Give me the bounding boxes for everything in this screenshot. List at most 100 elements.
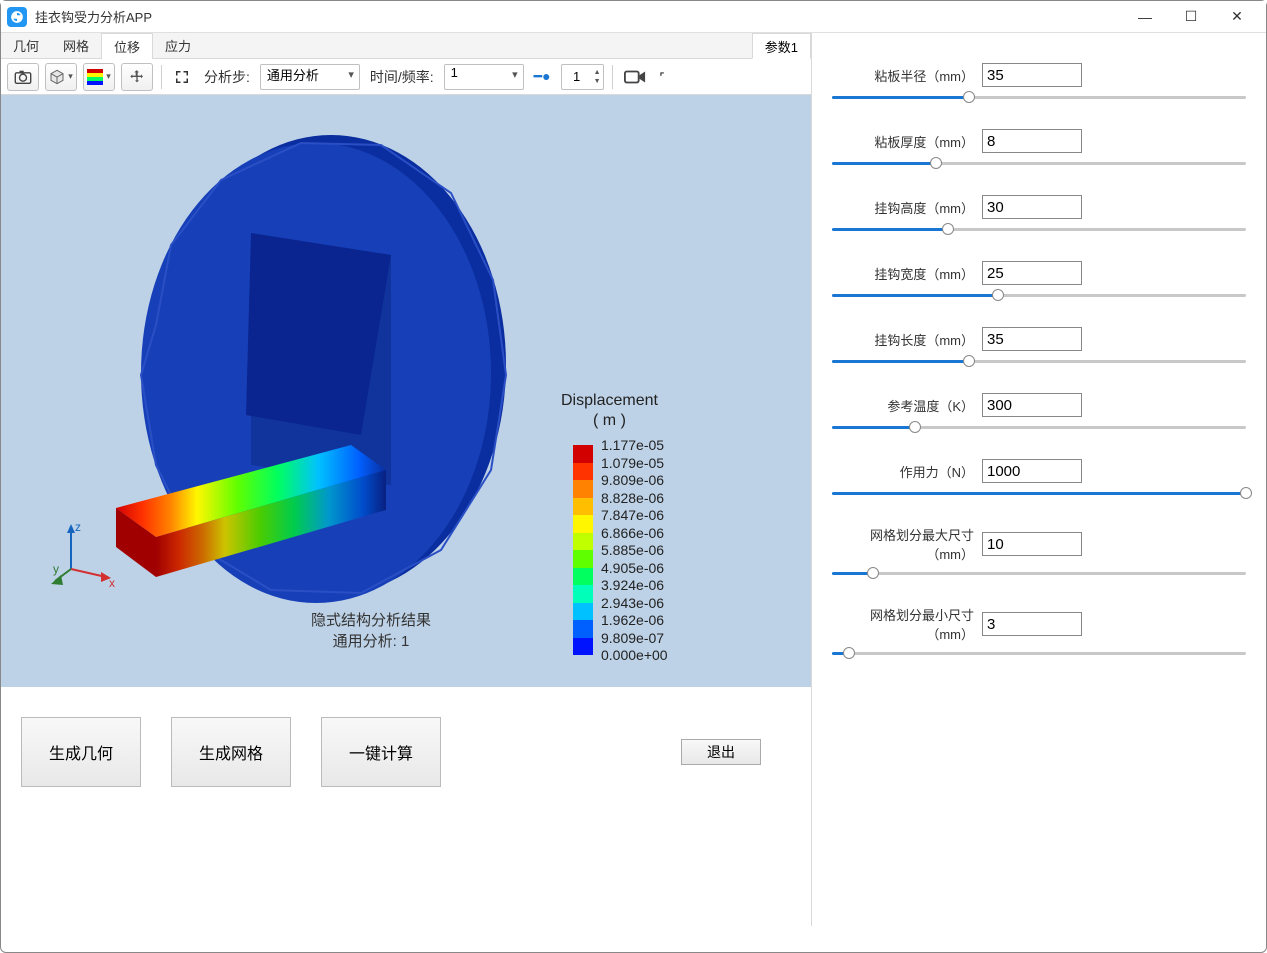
separator	[161, 65, 162, 89]
param-input[interactable]	[982, 261, 1082, 285]
param-input[interactable]	[982, 63, 1082, 87]
close-button[interactable]: ✕	[1214, 1, 1260, 33]
tab-geometry[interactable]: 几何	[1, 33, 51, 58]
slider-thumb[interactable]	[963, 91, 975, 103]
legend-labels: 1.177e-051.079e-059.809e-068.828e-067.84…	[601, 437, 668, 663]
slider-track	[832, 652, 1246, 655]
video-camera-icon[interactable]	[621, 63, 649, 91]
tabs-row: 几何 网格 位移 应力 参数1	[1, 33, 811, 59]
calc-button[interactable]: 一键计算	[321, 717, 441, 787]
param-input[interactable]	[982, 612, 1082, 636]
slider-fill	[832, 426, 915, 429]
tab-params1[interactable]: 参数1	[752, 33, 811, 59]
maximize-button[interactable]: ☐	[1168, 1, 1214, 33]
param-slider[interactable]	[832, 647, 1246, 661]
legend-title: Displacement ( m )	[561, 391, 658, 431]
param-slider[interactable]	[832, 567, 1246, 581]
left-panel: 几何 网格 位移 应力 参数1	[1, 33, 811, 926]
param-slider[interactable]	[832, 487, 1246, 501]
param-input[interactable]	[982, 327, 1082, 351]
legend-value: 0.000e+00	[601, 647, 668, 665]
caption-line2: 通用分析: 1	[311, 630, 431, 651]
param-row: 作用力（N）	[832, 459, 1246, 483]
colormap-icon[interactable]	[83, 63, 115, 91]
param-input[interactable]	[982, 459, 1082, 483]
legend-value: 5.885e-06	[601, 542, 668, 560]
param-label: 网格划分最小尺寸（mm）	[832, 605, 982, 643]
param-row: 网格划分最小尺寸（mm）	[832, 605, 1246, 643]
param-row: 网格划分最大尺寸（mm）	[832, 525, 1246, 563]
param-slider[interactable]	[832, 223, 1246, 237]
slider-fill	[832, 294, 998, 297]
axis-triad: z x y	[51, 519, 121, 594]
slider-thumb[interactable]	[930, 157, 942, 169]
gen-geometry-button[interactable]: 生成几何	[21, 717, 141, 787]
param-slider[interactable]	[832, 289, 1246, 303]
analysis-step-label: 分析步:	[200, 67, 254, 87]
param-slider[interactable]	[832, 421, 1246, 435]
legend-color-swatch	[573, 515, 593, 533]
legend-value: 2.943e-06	[601, 595, 668, 613]
gen-mesh-button[interactable]: 生成网格	[171, 717, 291, 787]
app-icon	[7, 7, 27, 27]
legend-color-swatch	[573, 638, 593, 656]
slider-fill	[832, 228, 948, 231]
slider-thumb[interactable]	[1240, 487, 1252, 499]
legend-color-swatch	[573, 480, 593, 498]
legend-color-swatch	[573, 603, 593, 621]
move-icon[interactable]	[121, 63, 153, 91]
color-legend: 1.177e-051.079e-059.809e-068.828e-067.84…	[573, 445, 668, 663]
window-title: 挂衣钩受力分析APP	[35, 7, 152, 26]
param-label: 挂钩宽度（mm）	[832, 264, 982, 283]
tab-mesh[interactable]: 网格	[51, 33, 101, 58]
legend-value: 8.828e-06	[601, 490, 668, 508]
slider-thumb[interactable]	[942, 223, 954, 235]
cube-view-icon[interactable]	[45, 63, 77, 91]
param-row: 挂钩高度（mm）	[832, 195, 1246, 219]
slider-thumb[interactable]	[909, 421, 921, 433]
analysis-step-select[interactable]: 通用分析	[260, 64, 360, 90]
exit-button[interactable]: 退出	[681, 739, 761, 765]
model-3d	[61, 115, 561, 615]
slider-fill	[832, 96, 969, 99]
svg-text:x: x	[109, 576, 115, 589]
param-input[interactable]	[982, 129, 1082, 153]
frame-spinner[interactable]: ▲▼	[561, 64, 604, 90]
param-row: 挂钩长度（mm）	[832, 327, 1246, 351]
tab-displacement[interactable]: 位移	[101, 33, 153, 59]
param-row: 粘板厚度（mm）	[832, 129, 1246, 153]
param-input[interactable]	[982, 393, 1082, 417]
param-row: 粘板半径（mm）	[832, 63, 1246, 87]
camera-icon[interactable]	[7, 63, 39, 91]
legend-color-swatch	[573, 550, 593, 568]
legend-value: 6.866e-06	[601, 525, 668, 543]
param-label: 参考温度（K）	[832, 396, 982, 415]
slider-thumb[interactable]	[963, 355, 975, 367]
bottom-button-bar: 生成几何 生成网格 一键计算 退出	[1, 687, 811, 817]
legend-title-line1: Displacement	[561, 391, 658, 411]
caption-line1: 隐式结构分析结果	[311, 609, 431, 630]
param-input[interactable]	[982, 195, 1082, 219]
param-input[interactable]	[982, 532, 1082, 556]
legend-color-swatch	[573, 620, 593, 638]
tab-stress[interactable]: 应力	[153, 33, 203, 58]
slider-thumb[interactable]	[867, 567, 879, 579]
expand-icon[interactable]	[170, 63, 194, 91]
legend-value: 9.809e-06	[601, 472, 668, 490]
legend-color-swatch	[573, 463, 593, 481]
param-slider[interactable]	[832, 91, 1246, 105]
titlebar: 挂衣钩受力分析APP — ☐ ✕	[1, 1, 1266, 33]
slider-thumb[interactable]	[843, 647, 855, 659]
slider-mini-icon: ━●	[530, 68, 555, 85]
param-slider[interactable]	[832, 355, 1246, 369]
param-slider[interactable]	[832, 157, 1246, 171]
slider-thumb[interactable]	[992, 289, 1004, 301]
viewport-3d[interactable]: Displacement ( m ) 1.177e-051.079e-059.8…	[1, 95, 811, 687]
minimize-button[interactable]: —	[1122, 1, 1168, 33]
frame-spinner-input[interactable]	[562, 69, 592, 84]
expand-right-icon[interactable]	[655, 63, 675, 91]
slider-track	[832, 572, 1246, 575]
param-label: 挂钩长度（mm）	[832, 330, 982, 349]
time-freq-label: 时间/频率:	[366, 67, 438, 87]
time-freq-select[interactable]: 1	[444, 64, 524, 90]
